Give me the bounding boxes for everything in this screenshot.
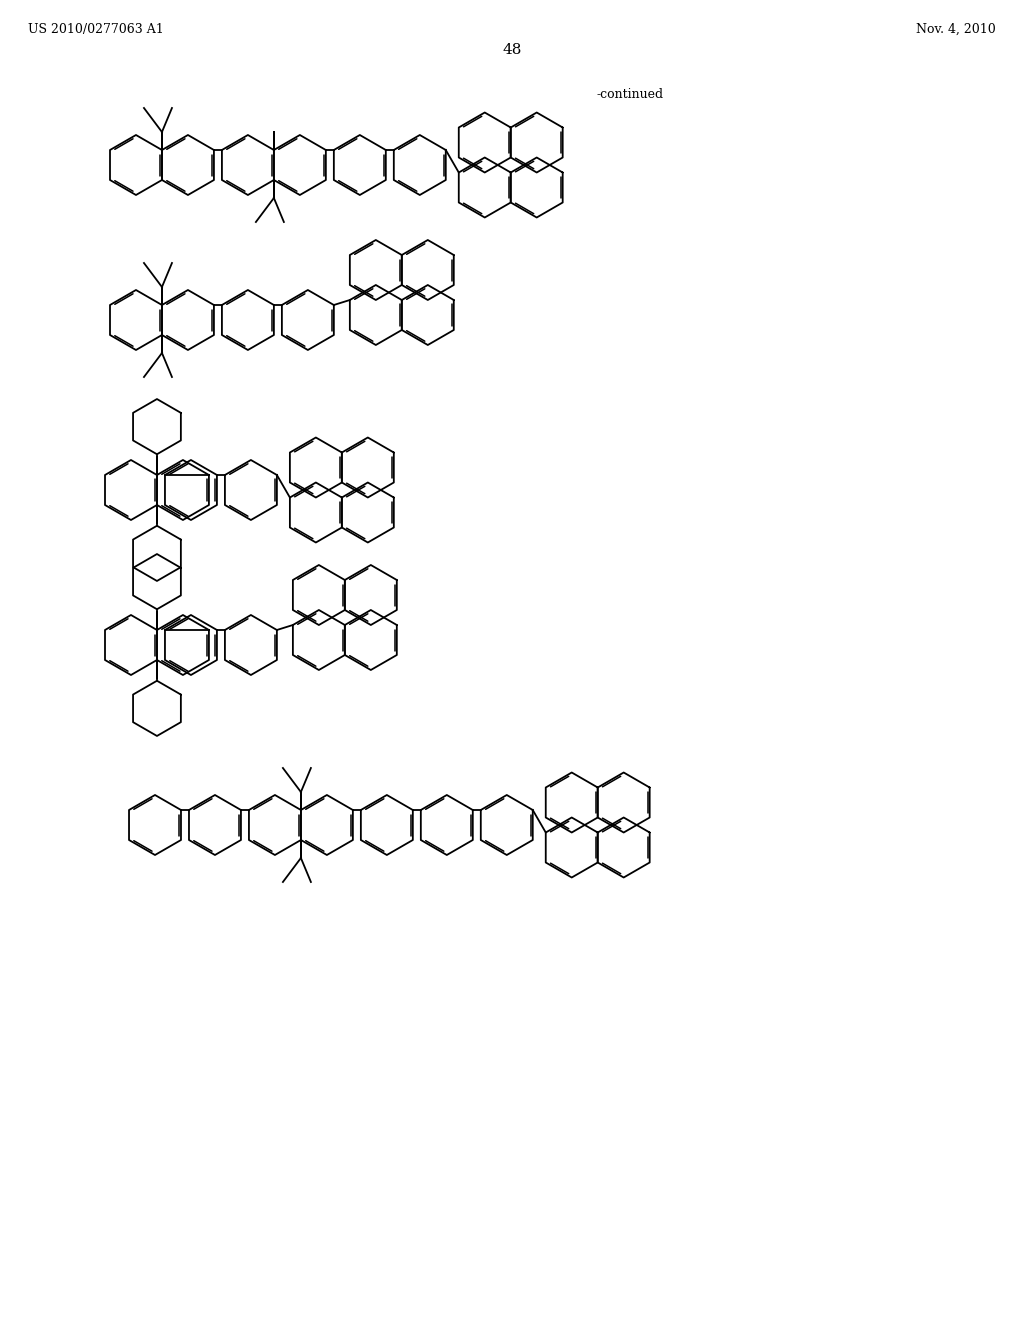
Text: Nov. 4, 2010: Nov. 4, 2010: [916, 22, 996, 36]
Text: US 2010/0277063 A1: US 2010/0277063 A1: [28, 22, 164, 36]
Text: 48: 48: [503, 44, 521, 57]
Text: -continued: -continued: [596, 88, 664, 102]
